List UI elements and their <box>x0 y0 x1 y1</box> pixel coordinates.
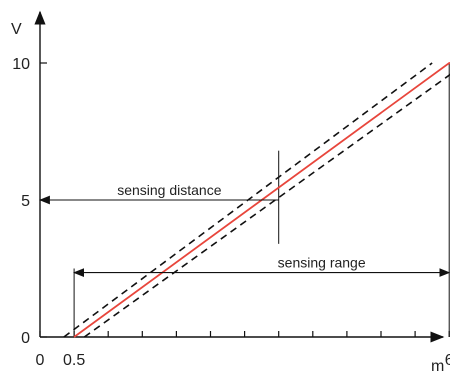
dashed-tolerance-line <box>83 73 450 338</box>
reference-lines <box>73 63 450 337</box>
annotation-label: sensing range <box>278 255 366 271</box>
x-axis-unit: m <box>431 358 444 374</box>
axes: V m <box>11 10 445 374</box>
y-tick-label: 5 <box>21 193 30 210</box>
x-tick-label: 0 <box>36 352 45 369</box>
y-tick-label: 10 <box>12 56 30 73</box>
x-tick-label: 6 <box>445 352 450 369</box>
ticks: 0 0.5 6 0 5 10 <box>12 56 450 369</box>
output-characteristic-line <box>73 62 450 338</box>
y-tick-label: 0 <box>21 330 30 347</box>
y-axis-unit: V <box>11 21 22 38</box>
annotation-label-bg <box>268 256 375 271</box>
annotation-label-bg <box>105 184 234 198</box>
x-tick-label: 0.5 <box>63 352 85 369</box>
annotation-label: sensing distance <box>117 182 222 198</box>
annotations: sensing distance sensing range <box>38 182 450 278</box>
